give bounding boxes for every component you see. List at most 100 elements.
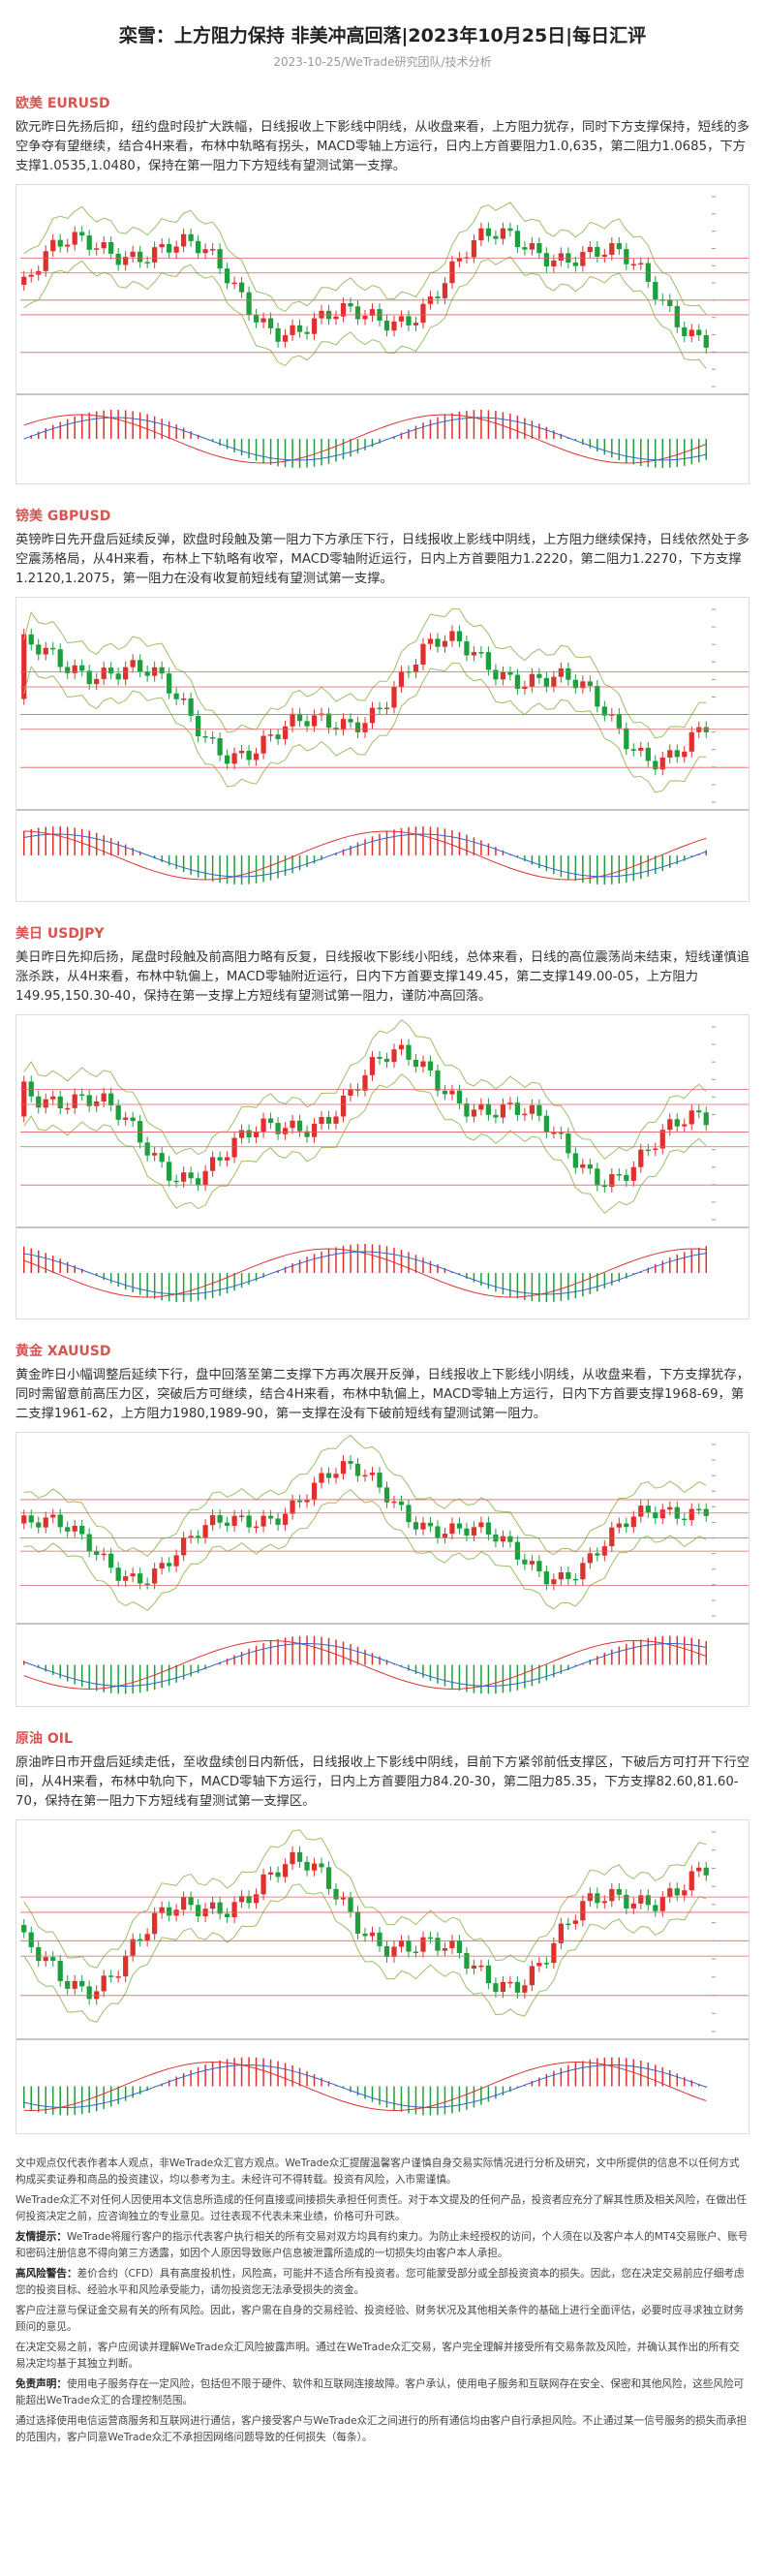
section-heading: 欧美 EURUSD [15,96,110,111]
chart-image [15,1014,750,1319]
candle-body [659,1509,665,1519]
candle-body [391,1501,397,1504]
candle-body [304,1500,310,1503]
candle-body [572,679,578,689]
candle-body [152,667,158,676]
candle-body [580,1901,586,1921]
candle-body [682,326,688,337]
candle-body [688,1871,694,1891]
candle-body [485,1103,492,1115]
candle-body [72,1094,77,1108]
candle-body [601,254,607,257]
candle-body [101,1093,107,1102]
candle-body [383,1945,390,1957]
candle-body [420,303,426,324]
candle-body [696,1110,702,1113]
panel [16,185,749,483]
candle-body [391,321,397,331]
candle-body [290,1851,295,1865]
subtitle: 2023-10-25/WeTrade研究团队/技术分析 [273,55,492,69]
candle-body [456,631,463,642]
candle-body [173,1555,179,1567]
candle-body [348,1461,353,1464]
candle-body [413,1059,419,1068]
candle-body [21,276,27,285]
candle-body [94,1991,100,2000]
candle-body [94,1101,100,1106]
candle-body [507,228,513,232]
section-heading: 原油 OIL [15,1731,73,1747]
candle-body [398,1501,405,1505]
candle-body [130,1573,136,1577]
candle-body [260,1515,266,1527]
candle-body [50,1096,56,1100]
candle-body [674,1119,680,1127]
candle-body [238,750,245,754]
macd-line [23,2061,707,2112]
band-line [23,1073,707,1214]
section: 欧美 EURUSD 欧元昨日先扬后抑，纽约盘时段扩大跌幅，日线报收上下影线中阴线，… [15,93,750,484]
candle-body [275,1518,281,1525]
candle-body [144,1583,150,1585]
candle-body [57,1096,63,1109]
candle-body [86,1534,92,1552]
candle-body [551,260,557,267]
candle-body [181,1537,187,1556]
band-line [23,1434,707,1558]
chart-image [15,184,750,484]
candle-body [362,1074,368,1091]
candle-body [173,1180,179,1183]
candle-body [28,1515,34,1523]
candle-body [449,631,455,641]
candle-body [377,1473,382,1488]
candle-body [159,1153,165,1163]
candle-body [340,1461,347,1474]
candle-body [413,323,419,326]
candle-body [478,1103,484,1110]
title: 栾雪：上方阻力保持 非美冲高回落|2023年10月25日|每日汇评 [118,25,647,47]
candle-body [209,1157,216,1171]
band-line [23,1019,707,1160]
candle-body [57,649,63,667]
candle-body [296,1120,303,1132]
candle-body [682,1890,688,1896]
candle-body [688,731,694,752]
candle-body [435,1526,441,1538]
candle-body [478,228,484,241]
candle-body [514,674,521,690]
candle-body [340,1897,347,1900]
candle-body [616,1173,622,1176]
candle-body [616,1888,622,1895]
macd-line [23,2064,707,2109]
candle-body [290,1500,295,1514]
candle-body [144,262,150,264]
candle-body [653,760,658,770]
candle-body [464,1528,470,1536]
candle-body [500,1981,506,1993]
candle-body [348,1089,353,1096]
candle-body [369,309,376,316]
candle-body [601,1901,607,1904]
candle-body [202,735,208,738]
candle-body [86,1986,92,2000]
candle-body [703,1867,709,1876]
candle-body [369,1932,376,1937]
candle-body [435,296,441,298]
macd-line [23,1642,707,1688]
candle-body [413,1951,419,1954]
candle-body [609,1888,615,1902]
candle-body [296,1500,303,1503]
candle-body [123,1576,129,1581]
disclaimer-paragraph: 客户应注意与保证金交易有关的所有风险。因此，客户需在自身的交易经验、投资经验、财… [15,2303,750,2336]
page-body: 栾雪：上方阻力保持 非美冲高回落|2023年10月25日|每日汇评 2023-1… [0,21,765,2576]
candle-body [456,258,463,262]
candle-body [464,641,470,656]
candle-body [667,1506,673,1510]
candle-body [79,232,85,236]
candle-body [703,727,709,732]
section: 美日 USDJPY 美日昨日先抑后扬，尾盘时段触及前高阻力略有反复，日线报收下影线… [15,923,750,1319]
candle-body [167,1162,172,1181]
candle-body [173,246,179,253]
candle-body [238,1130,245,1138]
candle-body [667,1119,673,1131]
